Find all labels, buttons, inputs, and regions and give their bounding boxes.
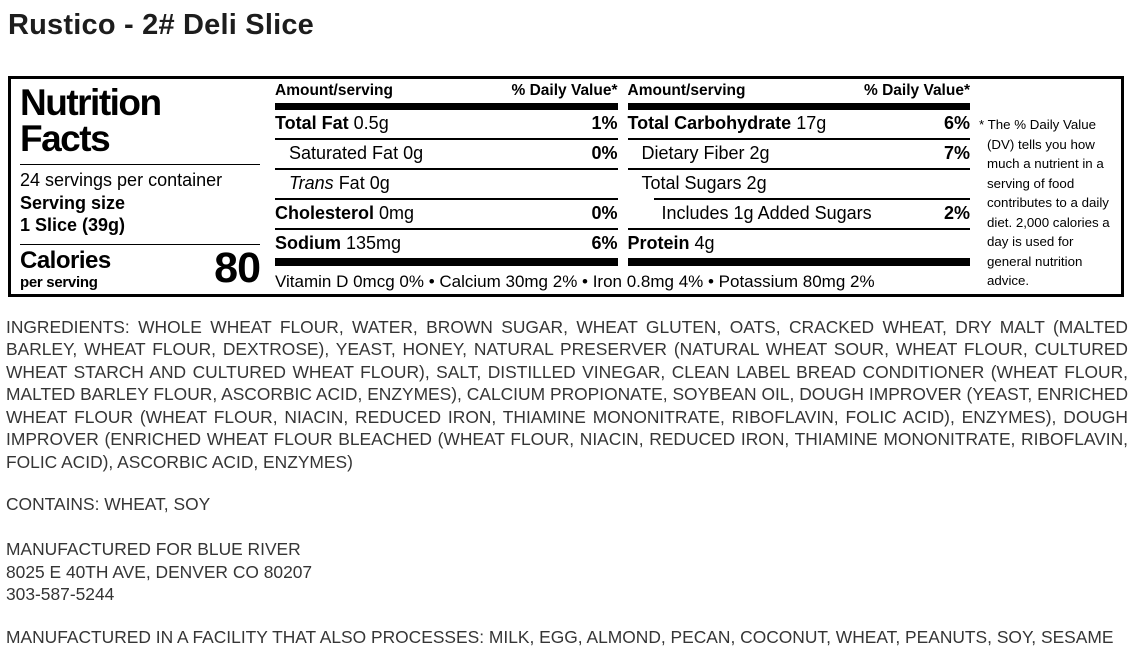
nutrient-name: Cholesterol 0mg: [275, 203, 415, 223]
nutrient-dv: 0%: [591, 143, 618, 163]
divider: [275, 168, 618, 170]
nutrient-column-fat-sodium: Amount/serving % Daily Value* Total Fat …: [275, 82, 618, 266]
nutrient-dv: 2%: [943, 203, 970, 223]
nutrient-row-protein: Protein 4g: [628, 230, 971, 258]
divider: [275, 198, 618, 200]
calories-sublabel: per serving: [20, 274, 98, 291]
manufacturer-phone-line: 303-587-5244: [6, 584, 115, 605]
divider: [20, 243, 260, 246]
thick-bar: [275, 103, 618, 110]
allergen-contains-statement: CONTAINS: WHEAT, SOY: [6, 494, 211, 515]
calories-row: Calories per serving 80: [20, 244, 261, 293]
daily-value-header: % Daily Value*: [511, 82, 618, 99]
manufacturer-block: MANUFACTURED FOR BLUE RIVER 8025 E 40TH …: [6, 538, 1124, 605]
ingredients-statement: INGREDIENTS: WHOLE WHEAT FLOUR, WATER, B…: [6, 317, 1128, 472]
nutrient-row-cholesterol: Cholesterol 0mg 0%: [275, 200, 618, 228]
nutrition-facts-heading-line1: Nutrition: [20, 82, 162, 123]
daily-value-footnote: * The % Daily Value (DV) tells you how m…: [979, 83, 1113, 290]
column-header: Amount/serving % Daily Value*: [275, 82, 618, 103]
nutrient-row-total-carbohydrate: Total Carbohydrate 17g 6%: [628, 110, 971, 138]
nutrient-name: Sodium 135mg: [275, 233, 402, 253]
nutrient-name: Trans Fat 0g: [289, 173, 390, 193]
manufacturer-name-line: MANUFACTURED FOR BLUE RIVER: [6, 539, 301, 560]
page-title: Rustico - 2# Deli Slice: [8, 9, 314, 41]
divider: [275, 138, 618, 140]
nutrient-name: Total Sugars 2g: [641, 173, 767, 193]
thick-bar: [275, 258, 618, 266]
manufacturer-address-line: 8025 E 40TH AVE, DENVER CO 80207: [6, 561, 313, 582]
nutrient-row-total-sugars: Total Sugars 2g: [628, 170, 971, 198]
nutrient-name: Includes 1g Added Sugars: [661, 203, 872, 223]
nutrient-row-trans-fat: Trans Fat 0g: [275, 170, 618, 198]
nutrient-dv: 0%: [591, 203, 618, 223]
nutrient-row-dietary-fiber: Dietary Fiber 2g 7%: [628, 140, 971, 168]
divider: [20, 163, 260, 165]
nutrition-facts-identity-column: Nutrition Facts 24 servings per containe…: [20, 82, 261, 293]
nutrient-row-saturated-fat: Saturated Fat 0g 0%: [275, 140, 618, 168]
nutrition-facts-panel: Nutrition Facts 24 servings per containe…: [8, 76, 1124, 297]
nutrient-column-carb-protein: Amount/serving % Daily Value* Total Carb…: [627, 82, 971, 266]
nutrition-facts-heading-line2: Facts: [20, 117, 111, 159]
divider: [627, 228, 970, 230]
daily-value-footnote-text: * The % Daily Value (DV) tells you how m…: [979, 117, 1110, 289]
micronutrients-line: Vitamin D 0mcg 0% • Calcium 30mg 2% • Ir…: [275, 272, 875, 291]
serving-size-value: 1 Slice (39g): [20, 215, 126, 235]
daily-value-header: % Daily Value*: [864, 82, 970, 99]
calories-value: 80: [214, 244, 261, 293]
nutrient-name: Protein 4g: [627, 233, 715, 253]
nutrient-name: Total Fat 0.5g: [275, 113, 389, 133]
nutrient-row-total-fat: Total Fat 0.5g 1%: [275, 110, 618, 138]
nutrition-facts-table: Amount/serving % Daily Value* Total Fat …: [275, 82, 971, 291]
servings-per-container: 24 servings per container: [20, 169, 223, 190]
thick-bar: [627, 103, 970, 110]
divider: [627, 138, 970, 140]
nutrient-dv: 6%: [943, 113, 970, 133]
column-header: Amount/serving % Daily Value*: [627, 82, 971, 103]
nutrient-dv: 1%: [591, 113, 618, 133]
facility-allergen-statement: MANUFACTURED IN A FACILITY THAT ALSO PRO…: [6, 626, 1114, 647]
nutrient-name: Total Carbohydrate 17g: [627, 113, 827, 133]
nutrient-name: Dietary Fiber 2g: [641, 143, 770, 163]
calories-label: Calories: [20, 247, 111, 275]
nutrient-columns: Amount/serving % Daily Value* Total Fat …: [275, 82, 971, 266]
nutrient-dv: 7%: [943, 143, 970, 163]
nutrient-row-added-sugars: Includes 1g Added Sugars 2%: [628, 200, 971, 228]
nutrient-name: Saturated Fat 0g: [289, 143, 424, 163]
divider: [627, 168, 970, 170]
amount-per-serving-header: Amount/serving: [275, 82, 393, 99]
amount-per-serving-header: Amount/serving: [627, 82, 746, 99]
nutrient-dv: 6%: [591, 233, 618, 253]
serving-size-label: Serving size: [20, 193, 126, 214]
calories-label-block: Calories per serving: [20, 247, 111, 291]
nutrition-facts-heading: Nutrition Facts: [20, 82, 260, 159]
nutrient-row-sodium: Sodium 135mg 6%: [275, 230, 618, 258]
divider: [275, 228, 618, 230]
divider: [653, 198, 970, 200]
thick-bar: [627, 258, 970, 266]
